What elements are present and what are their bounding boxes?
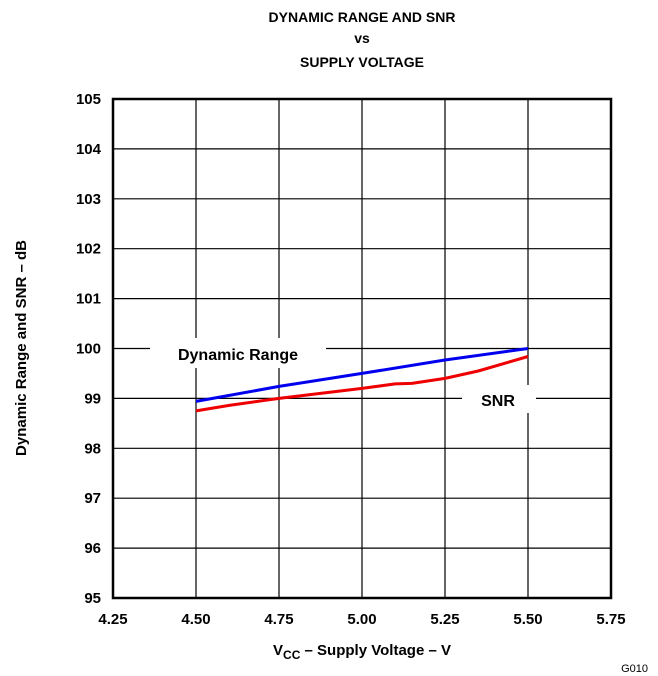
y-axis-label: Dynamic Range and SNR – dB xyxy=(13,240,30,456)
y-tick-label: 102 xyxy=(76,241,101,258)
x-tick-label: 5.25 xyxy=(430,611,459,628)
dynamic-range-label: Dynamic Range xyxy=(178,347,298,364)
y-tick-label: 95 xyxy=(84,590,101,607)
y-tick-label: 105 xyxy=(76,91,101,108)
x-axis-label: VCC – Supply Voltage – V xyxy=(273,642,451,662)
snr-label: SNR xyxy=(481,393,515,410)
title-line-2: vs xyxy=(354,30,370,46)
y-tick-label: 104 xyxy=(76,141,102,158)
y-tick-label: 96 xyxy=(84,540,101,557)
y-tick-label: 98 xyxy=(84,440,101,457)
figure-id: G010 xyxy=(621,663,648,675)
chart-title: DYNAMIC RANGE AND SNR vs SUPPLY VOLTAGE xyxy=(269,9,456,70)
title-line-1: DYNAMIC RANGE AND SNR xyxy=(269,9,456,25)
x-axis-label-subscript: CC xyxy=(283,648,301,662)
y-tick-label: 101 xyxy=(76,291,101,308)
dynamic-range-label-bg xyxy=(150,338,326,368)
tick-labels: 4.25 4.50 4.75 5.00 5.25 5.50 5.75 95 96 97 98 99 10… xyxy=(76,91,626,628)
y-tick-label: 100 xyxy=(76,341,101,358)
title-line-3: SUPPLY VOLTAGE xyxy=(300,54,424,70)
x-tick-label: 4.25 xyxy=(98,611,127,628)
x-tick-label: 5.50 xyxy=(513,611,542,628)
snr-label-bg xyxy=(462,385,536,413)
series-annotations: Dynamic Range SNR xyxy=(150,338,536,413)
series-lines xyxy=(195,347,529,413)
x-axis-label-main: V xyxy=(273,642,283,659)
y-tick-label: 99 xyxy=(84,390,101,407)
series-line-snr xyxy=(195,355,529,413)
plot-frame xyxy=(111,97,613,600)
x-tick-label: 5.75 xyxy=(596,611,625,628)
x-tick-label: 4.50 xyxy=(181,611,210,628)
x-tick-label: 5.00 xyxy=(347,611,376,628)
y-tick-label: 103 xyxy=(76,191,101,208)
y-tick-label: 97 xyxy=(84,490,101,507)
series-line-dynamic-range xyxy=(195,347,529,403)
x-axis-label-rest: – Supply Voltage – V xyxy=(300,642,451,659)
x-tick-label: 4.75 xyxy=(264,611,293,628)
